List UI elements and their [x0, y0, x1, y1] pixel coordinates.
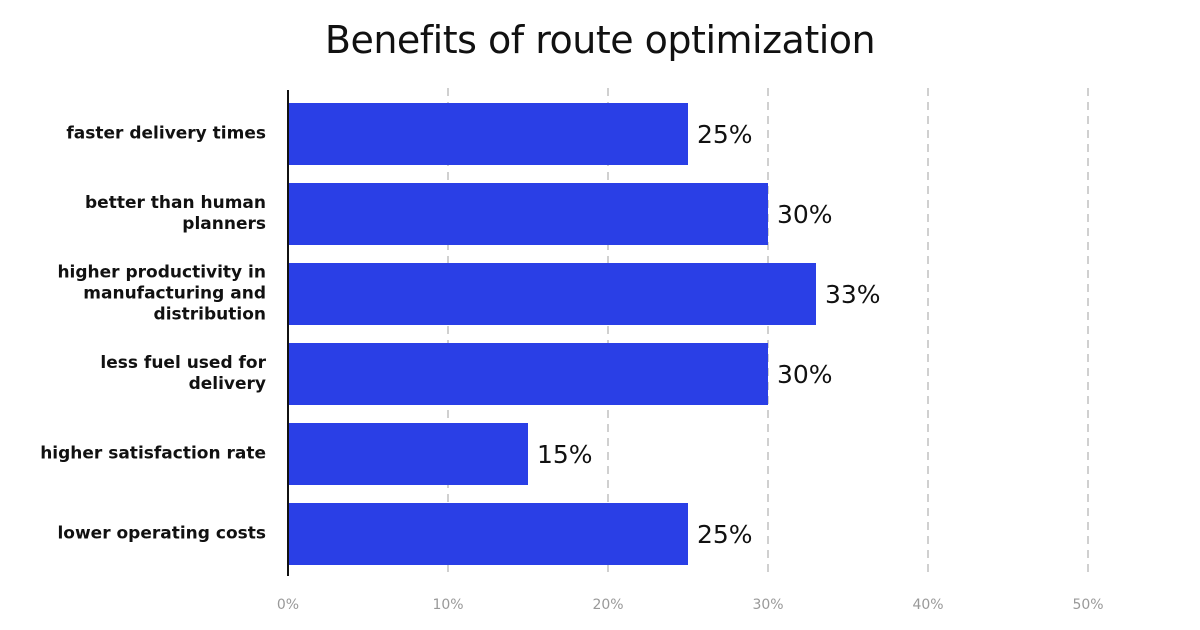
- chart-title: Benefits of route optimization: [324, 18, 876, 62]
- category-label: lower operating costs: [57, 523, 266, 544]
- value-label: 15%: [537, 440, 593, 469]
- value-label: 30%: [777, 200, 833, 229]
- x-tick-label: 0%: [277, 597, 299, 613]
- category-label: faster delivery times: [66, 123, 266, 144]
- x-tick-label: 10%: [432, 597, 463, 613]
- bar: [288, 423, 528, 485]
- value-label: 33%: [825, 280, 881, 309]
- x-tick-label: 30%: [752, 597, 783, 613]
- category-label: less fuel used for delivery: [100, 353, 266, 394]
- x-tick-label: 20%: [592, 597, 623, 613]
- value-label: 25%: [697, 520, 753, 549]
- bar: [288, 343, 768, 405]
- x-tick-label: 40%: [912, 597, 943, 613]
- bar: [288, 503, 688, 565]
- category-label: higher productivity in manufacturing and…: [57, 262, 266, 325]
- bar: [288, 263, 816, 325]
- category-label: higher satisfaction rate: [40, 443, 266, 464]
- value-label: 25%: [697, 120, 753, 149]
- bar: [288, 183, 768, 245]
- category-label: better than human planners: [85, 193, 266, 234]
- bar: [288, 103, 688, 165]
- value-label: 30%: [777, 360, 833, 389]
- x-tick-label: 50%: [1072, 597, 1103, 613]
